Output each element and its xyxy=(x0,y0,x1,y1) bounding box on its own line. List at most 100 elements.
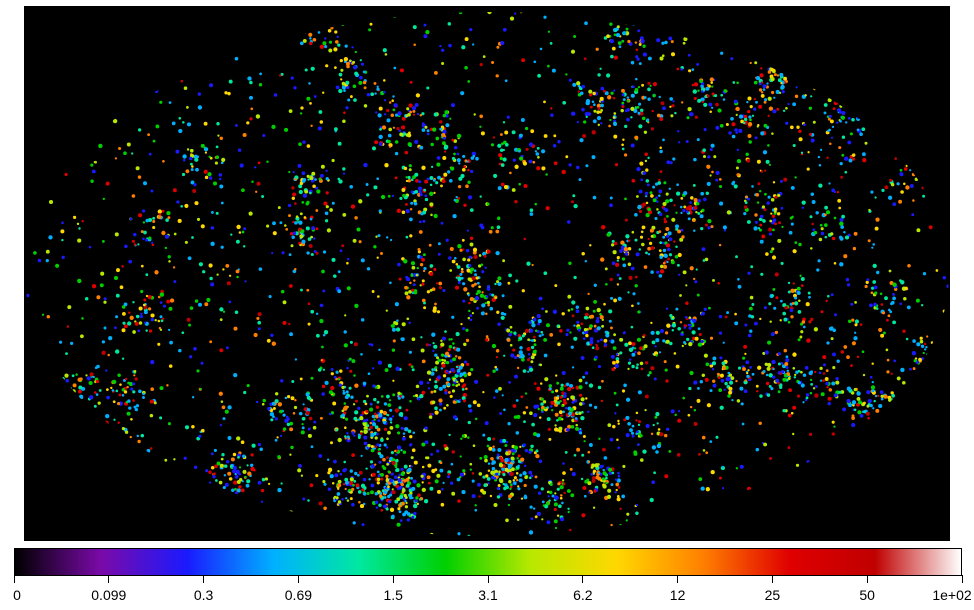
density-point xyxy=(373,185,378,190)
density-point xyxy=(517,334,521,338)
density-point xyxy=(302,38,307,43)
density-point xyxy=(785,365,789,370)
density-point xyxy=(458,398,462,402)
density-point xyxy=(790,222,794,226)
density-point xyxy=(746,220,751,224)
density-point xyxy=(605,476,608,480)
density-point xyxy=(842,407,847,412)
density-point xyxy=(893,359,897,363)
density-point xyxy=(551,494,555,498)
density-point xyxy=(872,280,877,284)
density-point xyxy=(486,477,491,481)
density-point xyxy=(545,501,550,506)
density-point xyxy=(894,287,898,291)
density-point xyxy=(419,113,423,117)
density-point xyxy=(437,358,442,363)
density-point xyxy=(518,149,521,153)
density-point xyxy=(732,81,736,84)
density-point xyxy=(787,413,792,418)
density-point xyxy=(659,149,663,154)
density-point xyxy=(449,359,454,363)
density-point xyxy=(292,192,297,197)
density-point xyxy=(452,213,457,219)
density-point xyxy=(722,225,727,230)
density-point xyxy=(589,93,592,97)
density-point xyxy=(433,267,437,272)
density-point xyxy=(551,68,556,73)
density-point xyxy=(658,189,663,194)
density-point xyxy=(602,468,605,472)
density-point xyxy=(390,451,394,455)
density-point xyxy=(159,100,163,104)
density-point xyxy=(753,80,758,85)
density-point xyxy=(158,326,162,330)
density-point xyxy=(312,37,317,42)
density-point xyxy=(598,437,601,440)
density-point xyxy=(841,214,845,219)
density-point xyxy=(742,367,746,372)
density-point xyxy=(692,89,697,94)
density-point xyxy=(396,497,400,501)
density-point xyxy=(889,178,893,182)
density-point xyxy=(127,321,132,326)
density-point xyxy=(513,445,519,450)
density-point xyxy=(106,388,109,391)
density-point xyxy=(452,383,455,387)
density-point xyxy=(148,307,152,311)
density-point xyxy=(305,201,309,206)
density-point xyxy=(566,428,570,432)
density-point xyxy=(826,341,830,345)
density-point xyxy=(354,216,358,220)
density-point xyxy=(459,272,463,276)
density-point xyxy=(504,79,508,83)
density-point xyxy=(691,330,696,335)
density-point xyxy=(852,246,857,251)
density-point xyxy=(327,487,332,491)
density-point xyxy=(427,463,432,468)
density-point xyxy=(515,399,519,402)
density-point xyxy=(441,358,444,362)
density-point xyxy=(689,201,692,204)
density-point xyxy=(529,505,533,509)
density-point xyxy=(474,295,480,301)
density-point xyxy=(768,384,772,388)
density-point xyxy=(754,220,758,224)
density-point xyxy=(699,380,703,384)
density-point xyxy=(387,403,392,408)
density-point xyxy=(495,355,499,359)
density-point xyxy=(579,91,584,96)
density-point xyxy=(332,401,337,406)
density-point xyxy=(48,235,53,240)
density-point xyxy=(669,105,672,108)
density-point xyxy=(225,263,230,268)
density-point xyxy=(103,297,107,301)
density-point xyxy=(398,406,402,410)
density-point xyxy=(406,295,411,300)
density-point xyxy=(469,468,472,471)
density-point xyxy=(115,349,120,354)
density-point xyxy=(517,485,520,488)
density-point xyxy=(394,408,400,413)
density-point xyxy=(277,455,281,459)
density-point xyxy=(700,97,705,102)
density-point xyxy=(644,159,648,163)
density-point xyxy=(870,291,874,295)
density-point xyxy=(386,487,390,491)
density-point xyxy=(608,467,613,472)
density-point xyxy=(169,298,175,303)
density-point xyxy=(289,421,294,426)
density-point xyxy=(751,114,755,117)
density-point xyxy=(737,366,742,370)
density-point xyxy=(659,170,663,173)
density-point xyxy=(65,378,70,383)
density-point xyxy=(592,506,596,509)
density-point xyxy=(418,220,422,224)
density-point xyxy=(886,318,889,322)
density-point xyxy=(337,270,341,274)
density-point xyxy=(397,478,402,483)
density-point xyxy=(635,55,639,59)
density-point xyxy=(271,251,274,255)
density-point xyxy=(519,345,523,350)
density-point xyxy=(306,96,311,101)
density-point xyxy=(196,369,200,373)
